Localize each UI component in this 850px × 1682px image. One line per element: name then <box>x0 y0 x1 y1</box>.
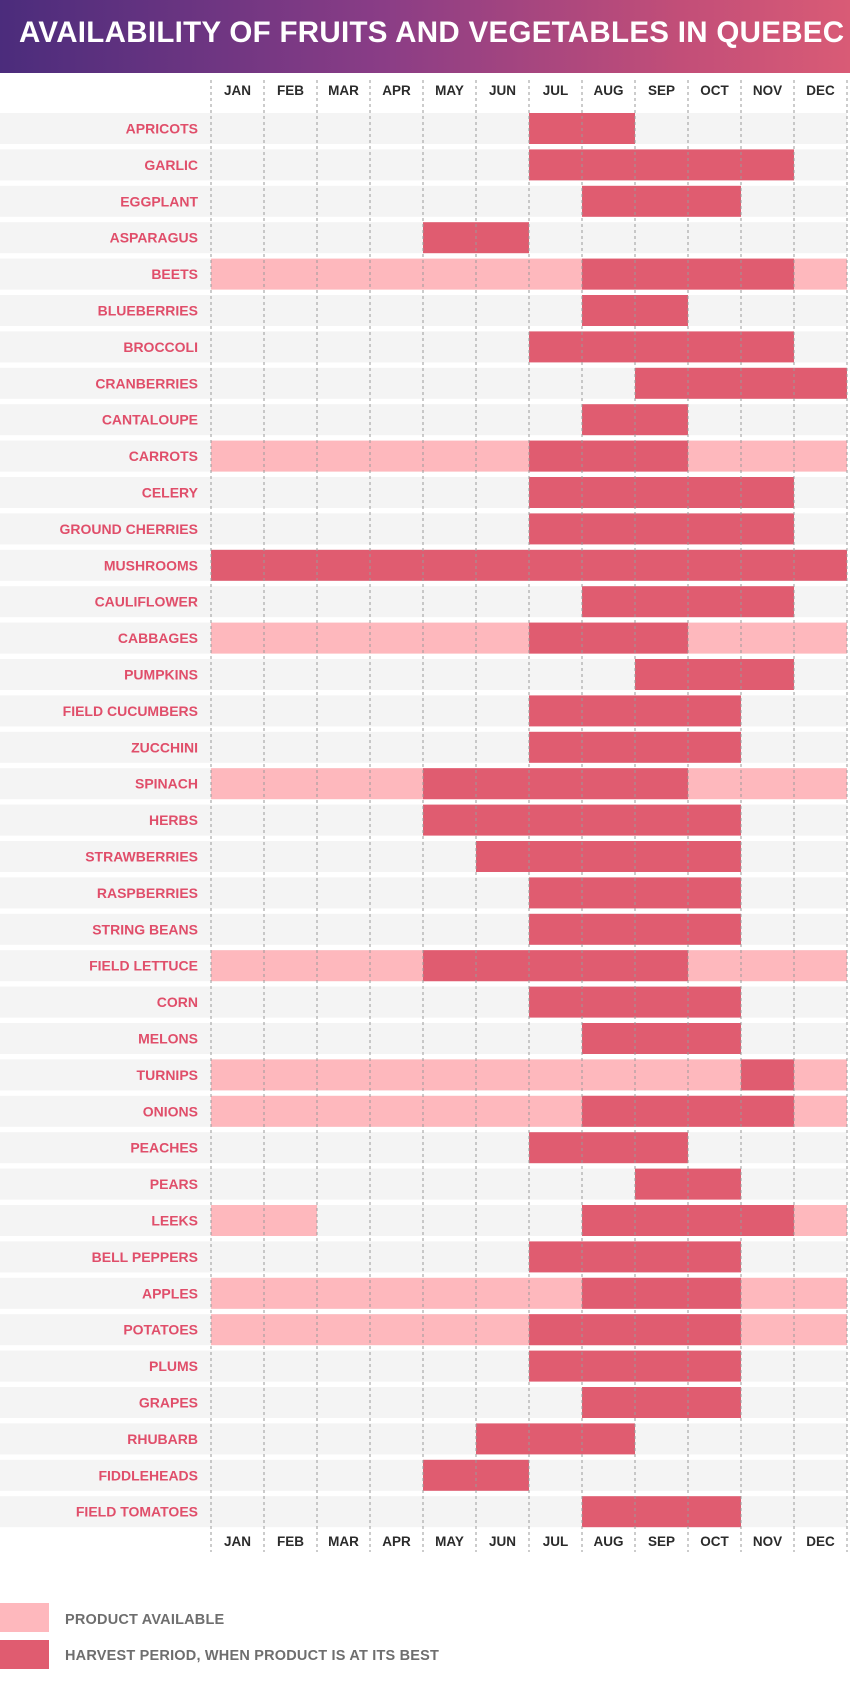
harvest-bar-field-tomatoes <box>582 1496 741 1528</box>
harvest-bar-field-lettuce <box>423 950 688 982</box>
row-label-apricots: APRICOTS <box>126 121 198 137</box>
row-label-broccoli: BROCCOLI <box>123 339 198 355</box>
harvest-bar-pumpkins <box>635 659 794 690</box>
row-label-raspberries: RASPBERRIES <box>97 885 198 901</box>
month-header-bottom: JAN FEB MAR APR MAY JUN JUL AUG SEP OCT NOV DEC <box>224 1534 835 1549</box>
row-label-garlic: GARLIC <box>144 157 198 173</box>
row-label-cranberries: CRANBERRIES <box>95 375 198 391</box>
month-label-bottom-jul: JUL <box>543 1534 569 1549</box>
month-label-bottom-feb: FEB <box>277 1534 304 1549</box>
month-label-top-jun: JUN <box>489 83 516 98</box>
available-bar-leeks <box>794 1205 847 1236</box>
month-label-bottom-oct: OCT <box>700 1534 729 1549</box>
row-label-asparagus: ASPARAGUS <box>110 230 198 246</box>
row-label-field-tomatoes: FIELD TOMATOES <box>76 1504 198 1520</box>
harvest-bar-turnips <box>741 1059 794 1091</box>
row-label-leeks: LEEKS <box>151 1213 198 1229</box>
row-label-melons: MELONS <box>138 1031 198 1047</box>
harvest-bar-broccoli <box>529 331 794 363</box>
month-label-top-apr: APR <box>382 83 411 98</box>
row-label-spinach: SPINACH <box>135 776 198 792</box>
row-label-carrots: CARROTS <box>129 448 198 464</box>
row-label-field-cucumbers: FIELD CUCUMBERS <box>63 703 198 719</box>
harvest-bar-garlic <box>529 149 794 181</box>
harvest-bar-apples <box>582 1277 741 1309</box>
legend-swatch-harvest <box>0 1640 49 1669</box>
row-label-turnips: TURNIPS <box>137 1067 198 1083</box>
month-label-bottom-jan: JAN <box>224 1534 251 1549</box>
legend-label-harvest: HARVEST PERIOD, WHEN PRODUCT IS AT ITS B… <box>65 1648 440 1664</box>
harvest-bar-melons <box>582 1023 741 1054</box>
row-label-onions: ONIONS <box>143 1103 198 1119</box>
month-label-top-aug: AUG <box>594 83 624 98</box>
row-label-cabbages: CABBAGES <box>118 630 198 646</box>
row-label-cantaloupe: CANTALOUPE <box>102 412 198 428</box>
month-label-bottom-apr: APR <box>382 1534 411 1549</box>
row-label-strawberries: STRAWBERRIES <box>85 849 198 865</box>
title-bar: AVAILABILITY OF FRUITS AND VEGETABLES IN… <box>0 0 850 73</box>
harvest-bar-strawberries <box>476 841 741 872</box>
row-label-herbs: HERBS <box>149 812 198 828</box>
row-label-peaches: PEACHES <box>130 1140 198 1156</box>
month-label-bottom-mar: MAR <box>328 1534 359 1549</box>
row-label-zucchini: ZUCCHINI <box>131 739 198 755</box>
harvest-bar-carrots <box>529 440 688 472</box>
month-label-bottom-sep: SEP <box>648 1534 675 1549</box>
month-label-bottom-may: MAY <box>435 1534 464 1549</box>
harvest-bar-eggplant <box>582 185 741 217</box>
row-label-plums: PLUMS <box>149 1358 198 1374</box>
harvest-bar-spinach <box>423 768 688 800</box>
row-label-apples: APPLES <box>142 1285 198 1301</box>
row-label-mushrooms: MUSHROOMS <box>104 557 198 573</box>
row-label-bell-peppers: BELL PEPPERS <box>92 1249 198 1265</box>
month-label-bottom-dec: DEC <box>806 1534 835 1549</box>
harvest-bar-grapes <box>582 1387 741 1418</box>
row-label-pumpkins: PUMPKINS <box>124 667 198 683</box>
row-label-field-lettuce: FIELD LETTUCE <box>89 958 198 974</box>
harvest-bar-rhubarb <box>476 1423 635 1455</box>
harvest-bar-cabbages <box>529 622 688 654</box>
harvest-bar-ground-cherries <box>529 513 794 545</box>
month-label-bottom-jun: JUN <box>489 1534 516 1549</box>
month-label-top-nov: NOV <box>753 83 782 98</box>
row-label-cauliflower: CAULIFLOWER <box>95 594 198 610</box>
month-label-bottom-nov: NOV <box>753 1534 782 1549</box>
month-gridlines <box>210 80 848 1552</box>
harvest-bar-celery <box>529 477 794 508</box>
month-label-top-mar: MAR <box>328 83 359 98</box>
month-label-top-feb: FEB <box>277 83 304 98</box>
legend-label-available: PRODUCT AVAILABLE <box>65 1612 225 1628</box>
row-label-beets: BEETS <box>151 266 198 282</box>
month-label-top-jan: JAN <box>224 83 251 98</box>
row-label-pears: PEARS <box>150 1176 198 1192</box>
month-label-top-sep: SEP <box>648 83 675 98</box>
month-label-top-oct: OCT <box>700 83 729 98</box>
row-label-eggplant: EGGPLANT <box>120 193 198 209</box>
row-label-ground-cherries: GROUND CHERRIES <box>60 521 198 537</box>
month-label-top-dec: DEC <box>806 83 835 98</box>
month-label-bottom-aug: AUG <box>594 1534 624 1549</box>
row-label-string-beans: STRING BEANS <box>92 921 198 937</box>
row-label-grapes: GRAPES <box>139 1395 198 1411</box>
harvest-bar-peaches <box>529 1132 688 1164</box>
month-header-top: JAN FEB MAR APR MAY JUN JUL AUG SEP OCT NOV DEC <box>224 83 835 98</box>
month-label-top-may: MAY <box>435 83 464 98</box>
row-label-blueberries: BLUEBERRIES <box>98 303 198 319</box>
chart-title: AVAILABILITY OF FRUITS AND VEGETABLES IN… <box>19 16 845 49</box>
row-labels: APRICOTS GARLIC EGGPLANT ASPARAGUS BEETS BLUE… <box>60 121 199 1520</box>
row-label-potatoes: POTATOES <box>123 1322 198 1338</box>
row-label-celery: CELERY <box>142 485 199 501</box>
row-label-corn: CORN <box>157 994 198 1010</box>
month-label-top-jul: JUL <box>543 83 569 98</box>
legend-swatch-available <box>0 1603 49 1632</box>
row-label-fiddleheads: FIDDLEHEADS <box>98 1467 198 1483</box>
row-label-rhubarb: RHUBARB <box>127 1431 198 1447</box>
